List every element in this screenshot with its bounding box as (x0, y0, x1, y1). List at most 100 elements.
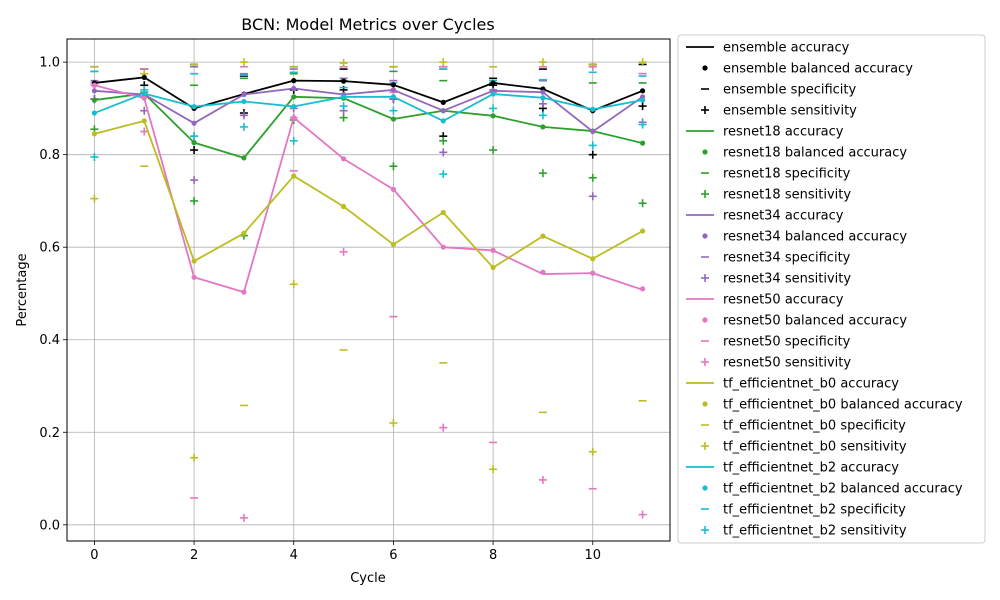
balanced-accuracy-point (241, 91, 247, 98)
sensitivity-marker (638, 102, 647, 111)
legend-label: resnet50 balanced accuracy (723, 314, 907, 329)
sensitivity-marker (389, 162, 398, 171)
balanced-accuracy-point (291, 94, 297, 100)
sensitivity-marker (90, 152, 99, 161)
balanced-accuracy-point (141, 95, 147, 101)
balanced-accuracy-point (490, 264, 496, 271)
grid (67, 39, 670, 541)
balanced-accuracy-point (390, 186, 397, 192)
accuracy-line (94, 119, 644, 269)
accuracy-line (94, 92, 643, 159)
legend-label: resnet50 accuracy (723, 293, 844, 308)
sensitivity-marker (389, 106, 398, 115)
sensitivity-marker (489, 465, 498, 474)
legend-item: resnet18 balanced accuracy (702, 146, 907, 161)
legend-item: ensemble accuracy (686, 41, 850, 56)
sensitivity-marker (190, 453, 199, 462)
balanced-accuracy-point (191, 103, 197, 110)
sensitivity-marker (239, 58, 248, 67)
balanced-accuracy-point (540, 233, 546, 239)
legend-plus-swatch (701, 358, 709, 366)
balanced-accuracy-point (91, 82, 98, 88)
sensitivity-marker (339, 102, 348, 111)
sensitivity-marker (339, 113, 348, 122)
accuracy-line (94, 87, 644, 133)
balanced-accuracy-point (540, 124, 546, 130)
balanced-accuracy-point (291, 115, 297, 121)
sensitivity-marker (638, 58, 647, 67)
y-tick-label: 0.2 (39, 426, 60, 441)
sensitivity-marker (588, 141, 597, 150)
legend-item: tf_efficientnet_b2 balanced accuracy (702, 482, 963, 497)
accuracy-line (94, 76, 643, 112)
balanced-accuracy-point (91, 131, 98, 137)
sensitivity-marker (190, 132, 199, 141)
legend-plus-swatch (701, 526, 709, 534)
balanced-accuracy-point (490, 91, 496, 97)
balanced-accuracy-point (241, 155, 247, 161)
balanced-accuracy-point (639, 88, 646, 94)
sensitivity-marker (588, 192, 597, 201)
legend-label: resnet34 accuracy (723, 209, 844, 224)
legend-plus-swatch (701, 274, 709, 282)
balanced-accuracy-point (440, 244, 446, 250)
resnet34-series (91, 85, 646, 135)
accuracy-line (94, 92, 643, 122)
sensitivity-marker (389, 419, 398, 428)
sensitivity-marker (638, 199, 647, 208)
legend-item: resnet18 sensitivity (701, 188, 851, 203)
balanced-accuracy-point (141, 90, 147, 97)
balanced-accuracy-point (340, 94, 347, 100)
sensitivity-marker (289, 280, 298, 289)
sensitivity-marker (588, 150, 597, 159)
balanced-accuracy-point (241, 289, 247, 295)
legend-label: resnet18 accuracy (723, 125, 844, 140)
balanced-accuracy-point (241, 230, 247, 236)
sensitivity-marker (538, 475, 547, 484)
legend-plus-swatch (701, 442, 709, 450)
balanced-accuracy-point (390, 82, 397, 88)
legend-dot-swatch (702, 401, 708, 407)
legend-dot-swatch (702, 65, 708, 71)
legend-item: resnet18 specificity (701, 167, 851, 182)
sensitivity-marker (439, 148, 448, 157)
balanced-accuracy-point (291, 173, 297, 179)
balanced-accuracy-point (390, 116, 397, 122)
sensitivity-marker (239, 513, 248, 522)
tf_efficientnet_b0-series (91, 118, 646, 271)
sensitivity-marker (439, 58, 448, 67)
balanced-accuracy-point (490, 80, 496, 86)
balanced-accuracy-point (590, 270, 596, 276)
resnet50-series (91, 82, 646, 295)
legend-label: tf_efficientnet_b2 sensitivity (723, 524, 907, 539)
legend-item: resnet34 accuracy (686, 209, 844, 224)
sensitivity-marker (190, 146, 199, 155)
balanced-accuracy-point (390, 87, 397, 93)
legend-label: resnet18 balanced accuracy (723, 146, 907, 161)
legend-label: tf_efficientnet_b2 specificity (723, 503, 906, 518)
legend-item: tf_efficientnet_b2 accuracy (686, 461, 899, 476)
legend-dot-swatch (702, 233, 708, 239)
legend-label: tf_efficientnet_b0 sensitivity (723, 440, 907, 455)
x-tick-label: 6 (389, 548, 397, 563)
sensitivity-marker (439, 170, 448, 179)
legend-item: tf_efficientnet_b2 sensitivity (701, 524, 907, 539)
balanced-accuracy-point (390, 241, 397, 248)
legend-dot-swatch (702, 485, 708, 491)
legend-label: resnet34 specificity (723, 251, 851, 266)
legend: ensemble accuracy ensemble balanced accur… (677, 34, 986, 544)
y-tick-label: 0.8 (39, 148, 60, 163)
sensitivity-marker (289, 136, 298, 145)
legend-label: resnet50 specificity (723, 335, 851, 350)
resnet50-markers (90, 62, 647, 522)
balanced-accuracy-point (639, 286, 646, 292)
sensitivity-marker (239, 111, 248, 120)
balanced-accuracy-point (191, 258, 197, 264)
balanced-accuracy-point (440, 99, 446, 105)
y-ticks: 0.0 0.2 0.4 0.6 0.8 1.0 (39, 56, 67, 533)
legend-label: ensemble balanced accuracy (723, 62, 913, 77)
legend-label: tf_efficientnet_b0 accuracy (723, 377, 899, 392)
balanced-accuracy-point (490, 247, 496, 254)
sensitivity-marker (588, 173, 597, 182)
